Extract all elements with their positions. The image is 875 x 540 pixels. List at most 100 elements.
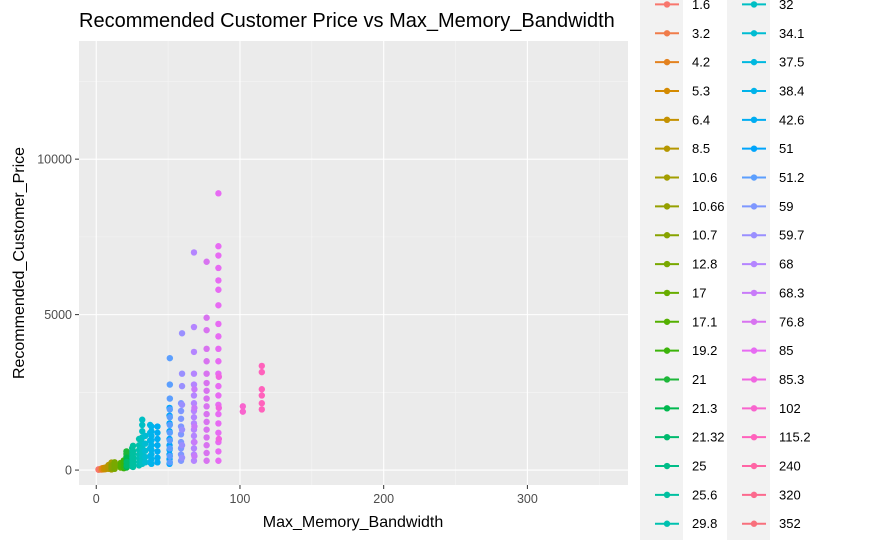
legend-label: 12.8 bbox=[692, 257, 717, 272]
data-point bbox=[190, 432, 198, 440]
data-point bbox=[166, 445, 174, 452]
legend-label: 25.6 bbox=[692, 487, 717, 502]
data-point bbox=[215, 457, 222, 464]
data-point bbox=[239, 408, 247, 415]
legend-label: 1.6 bbox=[692, 0, 710, 12]
legend-label: 4.2 bbox=[692, 55, 710, 70]
data-point bbox=[191, 438, 198, 446]
data-point bbox=[215, 410, 222, 418]
legend-label: 21.32 bbox=[692, 430, 725, 445]
data-point bbox=[129, 442, 137, 450]
legend-label: 8.5 bbox=[692, 141, 710, 156]
legend-key-point bbox=[750, 145, 758, 152]
data-point bbox=[139, 421, 146, 429]
data-point bbox=[148, 451, 155, 458]
legend-key-point bbox=[750, 1, 758, 8]
data-point bbox=[258, 392, 266, 399]
legend-key-point bbox=[750, 260, 758, 268]
x-tick-label: 0 bbox=[93, 492, 100, 506]
data-point bbox=[154, 435, 161, 443]
data-point bbox=[215, 243, 222, 250]
data-point bbox=[203, 387, 210, 394]
legend-key-point bbox=[750, 232, 758, 239]
data-point bbox=[177, 407, 185, 415]
legend-key-point bbox=[750, 58, 758, 66]
data-point bbox=[148, 437, 155, 444]
data-point bbox=[142, 432, 149, 440]
legend-key-point bbox=[750, 462, 758, 470]
data-point bbox=[239, 403, 247, 410]
legend-key-point bbox=[750, 491, 758, 499]
data-point bbox=[203, 449, 210, 457]
data-point bbox=[111, 459, 118, 466]
legend-key-point bbox=[663, 520, 671, 527]
legend-key-point bbox=[663, 1, 671, 8]
legend-key-point bbox=[663, 203, 671, 210]
data-point bbox=[154, 442, 161, 449]
data-point bbox=[215, 392, 222, 399]
data-point bbox=[190, 249, 198, 256]
data-point bbox=[215, 345, 222, 353]
legend-label: 59 bbox=[779, 199, 793, 214]
data-point bbox=[215, 302, 222, 309]
data-point bbox=[190, 457, 198, 464]
legend-label: 10.66 bbox=[692, 199, 725, 214]
data-point bbox=[191, 452, 198, 460]
data-point bbox=[190, 370, 198, 377]
legend-key-point bbox=[663, 232, 671, 239]
data-point bbox=[190, 400, 198, 407]
data-point bbox=[148, 423, 155, 430]
data-point bbox=[203, 426, 210, 433]
legend-label: 240 bbox=[779, 459, 801, 474]
legend-label: 25 bbox=[692, 459, 706, 474]
data-point bbox=[203, 379, 210, 387]
legend-key-point bbox=[750, 318, 758, 325]
data-point bbox=[177, 415, 185, 422]
data-point bbox=[215, 252, 222, 259]
y-tick-label: 5000 bbox=[44, 308, 72, 322]
data-point bbox=[203, 410, 210, 418]
x-tick-label: 200 bbox=[373, 492, 394, 506]
data-point bbox=[178, 426, 186, 433]
legend-label: 85.3 bbox=[779, 372, 804, 387]
legend-key-point bbox=[663, 30, 671, 37]
data-point bbox=[166, 452, 174, 460]
legend-label: 51 bbox=[779, 141, 793, 156]
data-point bbox=[258, 386, 266, 393]
data-point bbox=[258, 406, 266, 413]
data-point bbox=[166, 381, 174, 388]
data-point bbox=[148, 446, 155, 454]
legend-key-point bbox=[750, 203, 758, 210]
data-point bbox=[203, 395, 210, 402]
legend-label: 21.3 bbox=[692, 401, 717, 416]
data-point bbox=[129, 447, 137, 454]
data-point bbox=[203, 457, 210, 464]
legend-label: 115.2 bbox=[779, 430, 811, 445]
legend-label: 34.1 bbox=[779, 26, 804, 41]
gridlines bbox=[79, 41, 628, 485]
legend-label: 17.1 bbox=[692, 314, 717, 329]
legend-key-point bbox=[750, 289, 758, 297]
data-point bbox=[139, 428, 146, 435]
legend-key-point bbox=[750, 405, 758, 412]
legend-label: 51.2 bbox=[779, 170, 804, 185]
legend-label: 21 bbox=[692, 372, 706, 387]
data-point bbox=[166, 429, 174, 436]
data-point bbox=[166, 437, 174, 444]
data-point bbox=[215, 320, 222, 328]
legend-label: 10.6 bbox=[692, 170, 717, 185]
y-tick-label: 0 bbox=[65, 464, 72, 478]
y-tick-label: 10000 bbox=[37, 153, 72, 167]
data-point bbox=[123, 448, 130, 455]
legend-label: 102 bbox=[779, 401, 801, 416]
data-point bbox=[190, 323, 198, 331]
x-axis-title: Max_Memory_Bandwidth bbox=[263, 514, 444, 531]
data-point bbox=[215, 286, 222, 293]
data-point bbox=[215, 404, 223, 412]
data-point bbox=[166, 459, 174, 466]
data-point bbox=[123, 458, 131, 466]
data-point bbox=[215, 277, 222, 284]
legend: 1.6 3.2 4.2 5.3 6.4 8.5 10.6 10.66 10.7 12.8 17 17.… bbox=[640, 0, 811, 540]
data-point bbox=[203, 442, 210, 449]
